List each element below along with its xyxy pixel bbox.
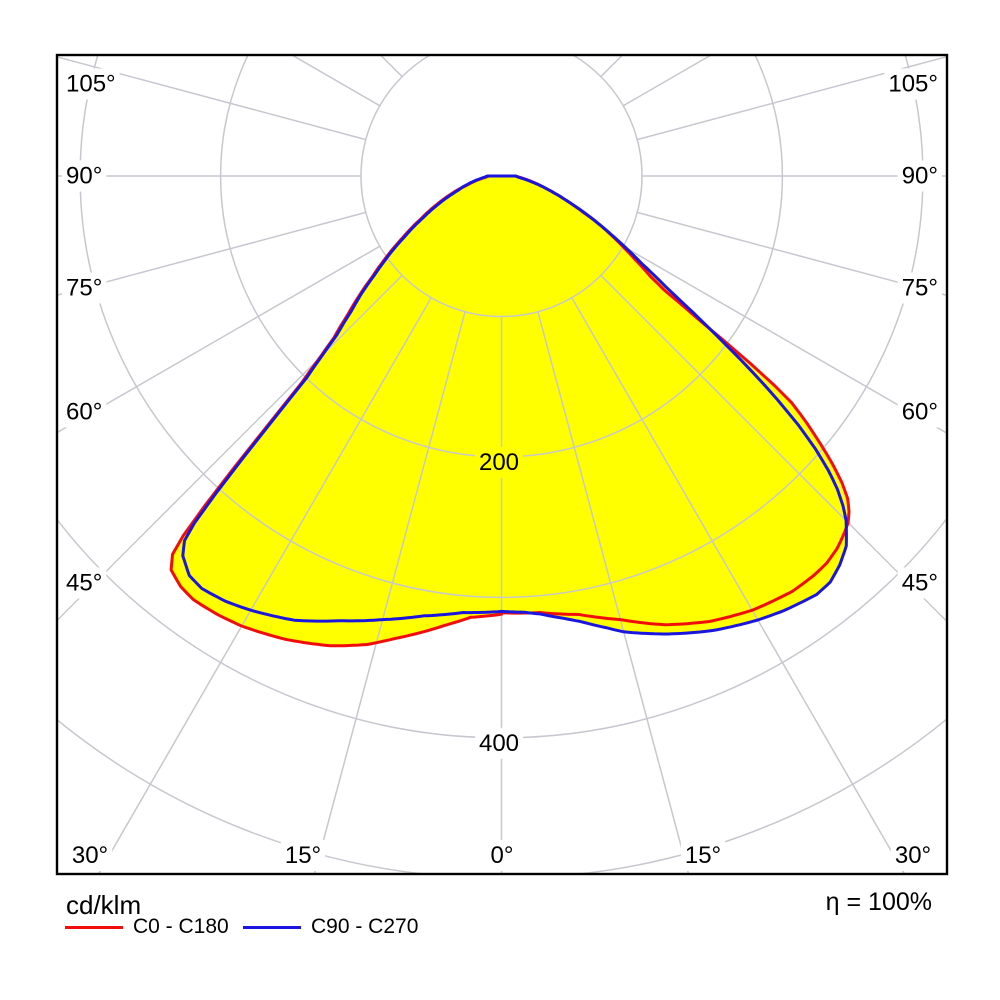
grid-ray-210 xyxy=(0,0,431,54)
angle-label-bottom-1-bg xyxy=(280,840,326,871)
angle-label-right-90-bg xyxy=(897,160,942,192)
angle-label-right-75-bg xyxy=(897,272,942,304)
units-label: cd/klm xyxy=(66,890,142,920)
grid-ray-135 xyxy=(600,55,624,78)
angle-label-right-105: 105° xyxy=(888,71,938,98)
legend-line-red-icon xyxy=(65,925,123,929)
grid-ray-315 xyxy=(57,274,403,622)
plot-border xyxy=(55,53,949,876)
grid-ray-345 xyxy=(313,311,466,874)
grid-ray-255 xyxy=(57,56,366,141)
angle-label-bottom-2: 0° xyxy=(491,842,514,869)
angle-label-bottom-3: 15° xyxy=(685,842,721,869)
angle-label-bottom-2-bg xyxy=(486,840,518,871)
angle-label-left-45: 45° xyxy=(66,570,102,597)
angle-label-left-45-bg xyxy=(62,567,107,599)
angle-label-right-45: 45° xyxy=(902,570,938,597)
grid-ray-60 xyxy=(622,245,947,435)
grid-ray-195 xyxy=(165,0,465,40)
angle-label-bottom-4: 30° xyxy=(895,842,931,869)
angle-label-bottom-3-bg xyxy=(680,840,726,871)
grid-ray-150 xyxy=(572,0,1000,54)
angle-label-right-45-bg xyxy=(897,567,942,599)
grid-ray-75 xyxy=(637,211,947,297)
angle-label-right-105-bg xyxy=(884,68,942,100)
legend-line-blue-icon xyxy=(243,925,301,929)
angle-label-bottom-1: 15° xyxy=(285,842,321,869)
grid-ray-120 xyxy=(622,55,713,107)
angle-label-left-90: 90° xyxy=(66,163,102,190)
grid-ray-330 xyxy=(97,297,432,874)
angle-label-left-105-bg xyxy=(62,68,120,100)
angle-label-right-90: 90° xyxy=(902,163,938,190)
grid-ray-30 xyxy=(571,297,906,874)
ring-label-200-bg xyxy=(474,446,524,478)
efficiency-label: η = 100% xyxy=(825,888,932,916)
angle-label-right-60: 60° xyxy=(902,399,938,426)
grid-ray-285 xyxy=(57,211,366,296)
axis-labels: 105° 90° 75° 60° 45° 105° 90° 75° 60° 45° 30° 15° 0°… xyxy=(62,68,942,871)
angle-label-left-105: 105° xyxy=(66,71,116,98)
grid-ray-105 xyxy=(637,55,947,141)
angle-label-bottom-0-bg xyxy=(67,840,113,871)
legend-label-c90-c270: C90 - C270 xyxy=(311,915,419,938)
legend-label-c0-c180: C0 - C180 xyxy=(133,915,229,938)
angle-label-right-75: 75° xyxy=(902,275,938,302)
grid-ray-165 xyxy=(538,0,838,40)
angle-label-bottom-0: 30° xyxy=(72,842,108,869)
legend-item-c90-c270: C90 - C270 xyxy=(243,915,418,939)
angle-label-bottom-4-bg xyxy=(890,840,936,871)
distribution-fill-C90-C270 xyxy=(182,176,847,634)
curve-C90-C270 xyxy=(181,174,848,636)
legend-item-c0-c180: C0 - C180 xyxy=(65,915,229,939)
grid-ray-45 xyxy=(600,274,947,623)
angle-label-left-90-bg xyxy=(62,160,107,192)
grid-ray-225 xyxy=(379,55,403,78)
angle-label-left-60-bg xyxy=(62,396,107,428)
angle-label-left-75: 75° xyxy=(66,275,102,302)
ring-label-200: 200 xyxy=(479,449,519,476)
grid-ray-300 xyxy=(57,245,381,434)
ring-label-400-bg xyxy=(474,727,524,759)
grid-ray-15 xyxy=(537,311,690,874)
ring-label-400: 400 xyxy=(479,730,519,757)
angle-label-left-75-bg xyxy=(62,272,107,304)
angle-label-left-60: 60° xyxy=(66,399,102,426)
angle-label-right-60-bg xyxy=(897,396,942,428)
